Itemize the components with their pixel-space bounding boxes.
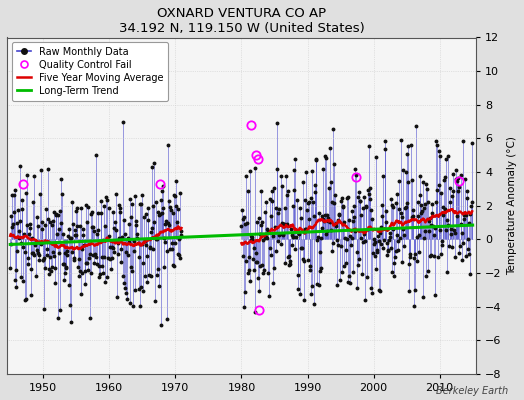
Y-axis label: Temperature Anomaly (°C): Temperature Anomaly (°C) <box>507 136 517 275</box>
Text: Berkeley Earth: Berkeley Earth <box>436 386 508 396</box>
Legend: Raw Monthly Data, Quality Control Fail, Five Year Moving Average, Long-Term Tren: Raw Monthly Data, Quality Control Fail, … <box>12 42 168 101</box>
Title: OXNARD VENTURA CO AP
34.192 N, 119.150 W (United States): OXNARD VENTURA CO AP 34.192 N, 119.150 W… <box>118 7 364 35</box>
